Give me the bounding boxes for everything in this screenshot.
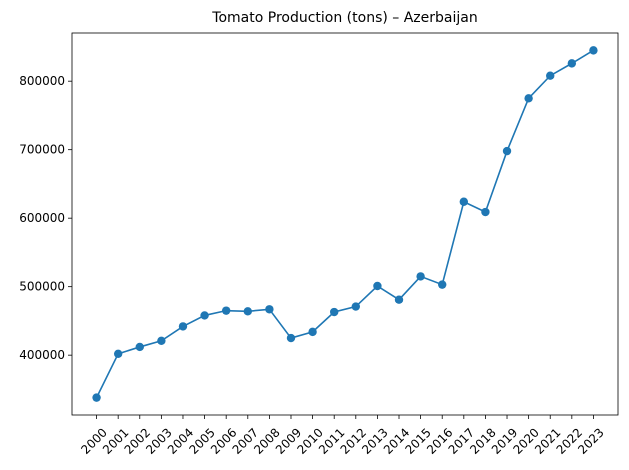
data-point xyxy=(567,59,577,68)
data-point xyxy=(308,327,317,337)
data-point xyxy=(178,322,188,331)
data-point xyxy=(546,71,555,80)
plot-frame xyxy=(71,32,619,416)
series-line xyxy=(95,49,594,398)
data-point xyxy=(394,295,404,304)
data-point xyxy=(243,307,252,316)
data-point xyxy=(589,46,598,55)
data-point xyxy=(135,342,144,352)
data-point xyxy=(351,302,361,311)
y-tick-label: 400000 xyxy=(19,348,65,362)
chart-title: Tomato Production (tons) – Azerbaijan xyxy=(211,10,477,26)
data-point xyxy=(524,94,533,103)
y-tick-label: 800000 xyxy=(19,74,65,88)
data-point xyxy=(481,207,490,217)
y-tick-label: 700000 xyxy=(19,143,65,157)
data-point xyxy=(286,333,296,343)
data-point xyxy=(373,281,382,291)
data-point xyxy=(329,307,339,317)
data-point xyxy=(265,305,274,314)
data-point xyxy=(157,336,166,345)
series-points xyxy=(92,46,598,402)
y-tick-label: 600000 xyxy=(19,211,65,225)
x-tick-label: 2023 xyxy=(575,425,606,456)
data-point xyxy=(416,272,425,281)
data-point xyxy=(92,393,101,402)
data-point xyxy=(502,146,512,156)
data-point xyxy=(438,280,447,289)
y-tick-label: 500000 xyxy=(19,280,65,294)
data-point xyxy=(200,311,209,320)
data-point xyxy=(113,349,123,358)
data-point xyxy=(459,197,469,206)
x-axis-ticks: 2000200120022003200420052006200720082009… xyxy=(78,415,607,457)
y-axis-ticks: 400000 500000 600000 700000 800000 xyxy=(19,74,72,362)
series-line-path xyxy=(95,49,594,398)
data-point xyxy=(221,306,231,315)
